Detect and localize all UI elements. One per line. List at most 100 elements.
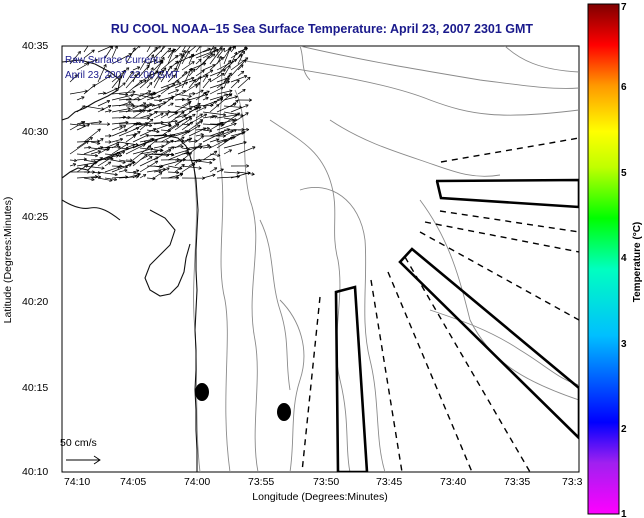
current-vector-head [183,71,187,73]
current-vector [139,122,164,125]
current-vector [146,138,154,143]
current-vector [167,49,175,65]
current-vector-head [98,175,102,178]
current-vector-head [217,104,220,108]
current-vector-head [244,59,247,63]
current-vector-head [81,105,85,107]
current-vector-head [232,136,236,140]
current-vector-head [222,135,226,138]
current-vector-head [182,111,185,115]
current-vector-head [243,89,246,93]
current-vector [160,134,176,143]
current-vector-head [195,160,199,164]
current-vector-head [143,109,146,113]
current-vector [216,90,233,95]
current-vector-head [171,96,174,100]
current-vector-head [82,123,86,127]
current-vector-head [94,155,98,158]
current-vector [69,51,81,65]
current-vector [223,96,238,101]
current-vector [132,173,140,179]
current-vector [195,113,203,119]
current-vector-head [156,47,158,51]
current-vector [97,171,118,176]
current-vector [223,149,232,155]
current-vector [195,135,204,143]
current-vector-head [225,94,229,97]
current-vector-head [204,106,207,110]
current-vector [153,149,172,161]
current-vector [97,138,104,143]
current-vector-head [107,100,111,104]
current-vector-head [187,98,191,100]
current-vector [76,96,85,101]
current-vector-head [198,58,202,61]
current-vector-head [150,67,154,70]
current-vector-head [214,115,218,119]
current-vector-head [191,121,194,125]
current-vector-head [229,90,233,93]
current-vector [139,113,153,119]
current-vector [237,64,244,71]
current-vector [139,103,153,107]
current-vector-head [144,123,148,125]
colorbar-gradient [587,3,620,515]
current-vector [174,98,185,101]
current-vector [209,104,220,113]
current-vector [188,127,207,137]
current-vector-head [191,42,194,43]
current-vector-head [156,129,160,133]
current-vector [223,54,243,71]
current-vector-head [198,76,202,78]
current-vector-head [138,72,141,76]
current-vector [216,123,237,131]
current-vector-head [234,117,238,121]
current-vector [223,112,240,125]
current-vector [223,171,240,174]
current-vector [181,163,196,173]
current-vector [174,172,183,179]
current-vector [83,49,95,59]
current-vector [90,176,101,179]
current-vector-head [230,72,232,76]
current-vector-head [168,65,172,68]
current-vector [188,120,203,131]
current-vector-head [246,165,250,168]
current-vector-head [174,120,178,124]
current-vector-head [151,104,155,108]
current-vector [188,68,196,77]
current-vector-head [127,115,131,118]
current-vector-head [243,59,247,62]
current-vector [90,171,101,174]
current-vector-head [246,104,249,108]
current-vector-head [154,139,158,141]
scale-arrow-head [93,455,101,465]
current-vector-head [135,169,140,171]
current-vector-head [176,177,180,180]
current-vector [111,159,126,163]
current-vector [209,167,218,173]
current-vector-head [107,122,111,125]
current-vector-head [136,72,140,74]
current-vector-head [227,60,232,62]
current-vector-head [198,125,201,128]
current-vector-head [238,79,240,83]
colorbar: 7 6 5 4 3 2 1 Temperature (°C) [587,2,643,518]
current-vector [174,136,185,143]
current-vector-head [230,93,233,97]
current-vector [188,46,197,53]
current-vector-head [150,94,154,97]
current-vector-head [144,174,147,178]
current-vector-head [176,157,180,160]
current-vector-head [209,130,213,133]
current-vector-head [191,77,195,81]
current-vector [202,97,209,101]
x-tick-label: 73:50 [313,476,339,488]
current-vector [216,119,235,125]
current-vector-head [160,150,164,153]
current-vector-head [73,160,77,163]
current-vector [202,78,212,89]
current-vector-head [123,82,126,86]
current-vector-head [224,139,227,143]
current-vector-head [120,138,124,142]
